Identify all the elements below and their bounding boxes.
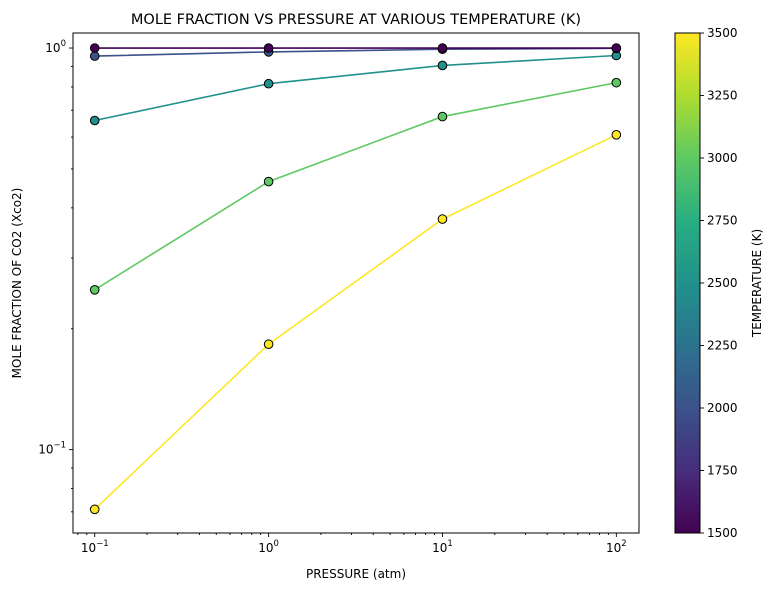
x-tick-label: 100 — [258, 539, 279, 555]
y-tick-label: 10−1 — [38, 441, 66, 457]
colorbar-ticks: 1500 1750 2000 2250 2500 2750 3000 3250 3500 — [700, 26, 738, 540]
x-axis-label: PRESSURE (atm) — [306, 567, 406, 581]
data-point-2500 — [437, 60, 448, 71]
x-tick-label: 102 — [606, 539, 627, 555]
colorbar-label: TEMPERATURE (K) — [750, 229, 764, 338]
colorbar-tick-label: 1750 — [707, 464, 738, 478]
colorbar-tick-label: 3250 — [707, 89, 738, 103]
plot-frame — [72, 32, 640, 534]
colorbar-tick-label: 2250 — [707, 339, 738, 353]
data-point-3000 — [263, 176, 274, 187]
y-axis-label: MOLE FRACTION OF CO2 (Xco2) — [10, 188, 24, 379]
data-point-2500 — [263, 78, 274, 89]
y-tick-label: 100 — [45, 39, 66, 55]
data-point-1500 — [611, 43, 622, 53]
data-point-2000 — [89, 51, 100, 61]
series-line-3000 — [94, 81, 617, 291]
data-point-1500 — [263, 43, 274, 53]
x-tick-label: 10−1 — [81, 539, 109, 555]
series-line-2000 — [94, 47, 617, 57]
data-point-1500 — [89, 43, 100, 53]
data-point-3500 — [611, 130, 622, 140]
data-point-2500 — [89, 115, 100, 126]
data-point-3500 — [437, 214, 448, 224]
data-point-3500 — [89, 504, 100, 515]
data-point-3000 — [437, 111, 448, 122]
series-line-3500 — [94, 134, 617, 510]
data-point-1500 — [437, 43, 448, 53]
colorbar — [674, 32, 701, 534]
series-layer — [89, 43, 622, 515]
colorbar-tick-label: 2000 — [707, 401, 738, 415]
colorbar-tick-label: 2500 — [707, 276, 738, 290]
data-point-3500 — [263, 339, 274, 350]
colorbar-tick-label: 3500 — [707, 26, 738, 40]
axes-layer: 10−1 100 101 102 10−1 100 — [38, 39, 627, 555]
colorbar-tick-label: 3000 — [707, 151, 738, 165]
x-tick-label: 101 — [432, 539, 453, 555]
data-point-3000 — [611, 77, 622, 88]
series-line-2500 — [94, 54, 617, 122]
colorbar-tick-label: 2750 — [707, 214, 738, 228]
data-point-3000 — [89, 285, 100, 295]
chart-title: MOLE FRACTION VS PRESSURE AT VARIOUS TEM… — [131, 12, 581, 28]
colorbar-tick-label: 1500 — [707, 526, 738, 540]
